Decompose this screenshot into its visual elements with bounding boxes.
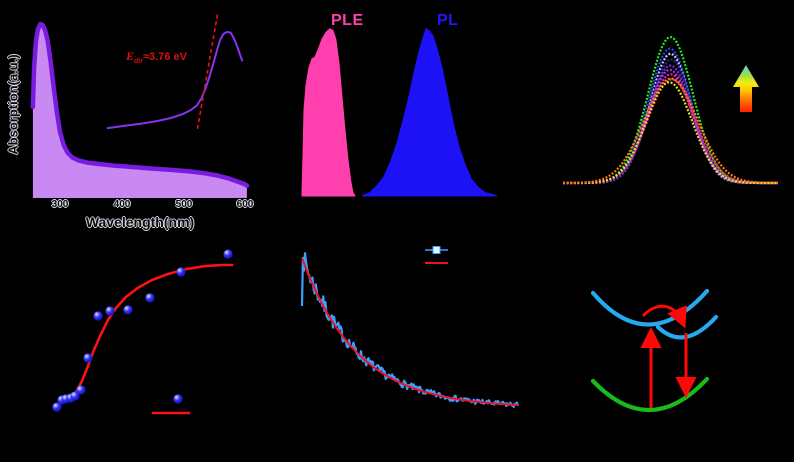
x-tick-600: 600 — [236, 199, 254, 210]
pl-temperature-curve-7 — [563, 78, 778, 185]
temperature-dependent-pl-panel — [563, 36, 778, 185]
temperature-increase-arrow-icon — [733, 65, 759, 112]
absorption-x-axis-label: Wavelength(nm) — [85, 214, 195, 230]
data-point — [105, 306, 115, 316]
ple-pl-panel — [301, 28, 498, 197]
data-point — [145, 293, 155, 303]
pl-temperature-curve-4 — [563, 64, 778, 185]
ple-label: PLE — [331, 12, 364, 29]
legend-data-marker — [173, 394, 183, 404]
decay-data-trace — [300, 252, 520, 408]
bandgap-symbol: E — [126, 49, 135, 63]
pl-decay-panel — [300, 246, 520, 408]
tauc-inset-curve — [106, 30, 244, 130]
pl-curve — [361, 28, 498, 197]
intensity-vs-temperature-panel — [52, 249, 234, 415]
data-point — [223, 249, 233, 259]
legend-data-marker — [432, 246, 441, 254]
configuration-coordinate-diagram-panel — [590, 288, 719, 412]
data-point — [83, 353, 93, 363]
pl-temperature-curve-5 — [563, 68, 778, 185]
data-point — [123, 305, 133, 315]
x-tick-300: 300 — [51, 199, 69, 210]
absorption-fill — [32, 24, 247, 198]
x-tick-500: 500 — [175, 199, 193, 210]
absorption-spectrum-panel — [30, 11, 250, 198]
bandgap-tangent-line — [196, 11, 219, 129]
data-point — [76, 385, 86, 395]
excited-state-parabola — [590, 288, 710, 327]
pl-label: PL — [437, 12, 459, 29]
data-point — [93, 311, 103, 321]
ple-curve — [301, 28, 356, 197]
bandgap-subscript: dir — [134, 58, 143, 66]
intensity-fit-curve — [68, 263, 234, 401]
bandgap-annotation: Edir≈3.76 eV — [126, 49, 187, 65]
data-point — [176, 267, 186, 277]
absorption-y-axis-label: Absorption(a.u.) — [5, 54, 21, 155]
data-point — [52, 402, 62, 412]
decay-fit-curve — [301, 257, 519, 406]
pl-temperature-curve-9 — [563, 77, 778, 185]
bandgap-value: ≈3.76 eV — [142, 51, 187, 63]
x-tick-400: 400 — [113, 199, 131, 210]
relaxation-curved-arrow-icon — [641, 304, 687, 329]
data-point — [70, 391, 80, 401]
absorption-curve — [30, 21, 250, 188]
